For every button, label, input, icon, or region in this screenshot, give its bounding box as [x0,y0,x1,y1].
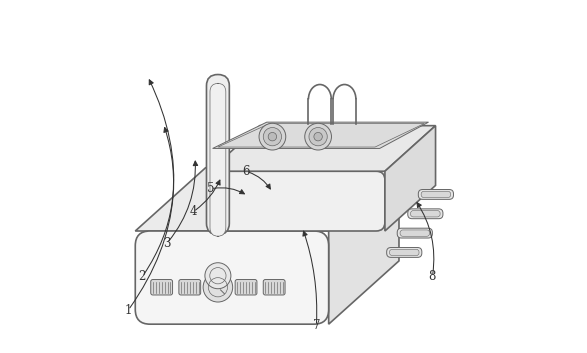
FancyBboxPatch shape [210,83,226,236]
FancyBboxPatch shape [410,211,440,217]
Polygon shape [212,122,429,149]
Polygon shape [135,168,399,231]
FancyBboxPatch shape [135,231,329,324]
FancyBboxPatch shape [179,280,201,295]
Circle shape [309,127,328,146]
Circle shape [205,263,231,289]
FancyBboxPatch shape [235,280,257,295]
FancyBboxPatch shape [209,171,385,231]
Text: 5: 5 [207,182,215,195]
FancyBboxPatch shape [263,280,285,295]
Text: 6: 6 [242,165,250,178]
Text: 3: 3 [163,237,171,250]
Circle shape [203,273,232,302]
Circle shape [268,132,276,141]
FancyBboxPatch shape [390,249,419,256]
Text: 8: 8 [429,270,436,283]
Polygon shape [329,168,399,324]
Polygon shape [209,126,436,171]
Text: 1: 1 [124,304,132,317]
FancyBboxPatch shape [421,191,451,198]
Text: 7: 7 [313,319,320,333]
FancyBboxPatch shape [207,74,230,234]
FancyBboxPatch shape [397,228,433,238]
Text: 4: 4 [190,205,197,218]
Circle shape [259,123,286,150]
Polygon shape [385,126,436,231]
Circle shape [263,127,282,146]
Circle shape [314,132,322,141]
Text: 2: 2 [139,270,146,283]
FancyBboxPatch shape [419,190,454,199]
FancyBboxPatch shape [400,230,430,236]
FancyBboxPatch shape [387,247,422,257]
FancyBboxPatch shape [151,280,173,295]
Circle shape [305,123,332,150]
FancyBboxPatch shape [408,209,443,219]
